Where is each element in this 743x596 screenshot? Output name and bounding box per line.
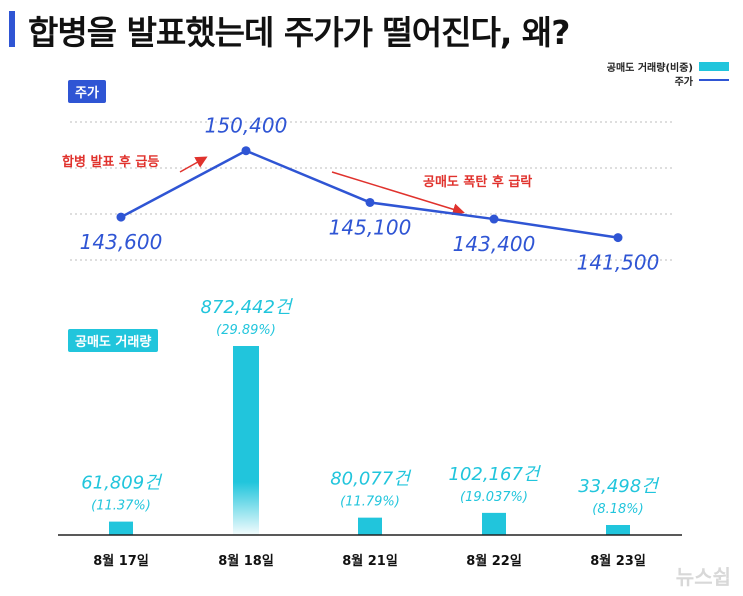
volume-value-label-1: 872,442건 xyxy=(201,297,294,318)
annotation-rise-arrow xyxy=(179,156,208,173)
annotation-fall-text: 공매도 폭탄 후 급락 xyxy=(423,174,532,190)
volume-bar-4 xyxy=(606,525,630,535)
legend-price-label: 주가 xyxy=(674,76,693,88)
x-tick-label-3: 8월 22일 xyxy=(466,553,522,569)
volume-value-label-2: 80,077건 xyxy=(330,469,412,490)
price-point-1 xyxy=(241,146,251,156)
x-tick-label-1: 8월 18일 xyxy=(218,553,274,569)
volume-share-label-3: (19.037%) xyxy=(460,490,528,505)
watermark-logo: 뉴스쉽 xyxy=(675,565,731,589)
volume-share-label-0: (11.37%) xyxy=(91,499,151,514)
volume-share-label-1: (29.89%) xyxy=(216,323,276,338)
legend-price-swatch xyxy=(699,79,729,81)
legend-volume-label: 공매도 거래량(비중) xyxy=(606,62,693,74)
title-accent-bar xyxy=(9,11,15,47)
volume-share-label-2: (11.79%) xyxy=(340,495,400,510)
price-value-label-4: 141,500 xyxy=(577,251,660,275)
legend-item-volume: 공매도 거래량(비중) xyxy=(606,59,729,74)
volume-value-label-4: 33,498건 xyxy=(578,476,660,497)
volume-bar-1 xyxy=(233,346,259,535)
x-tick-label-2: 8월 21일 xyxy=(342,553,398,569)
price-point-0 xyxy=(116,212,126,222)
annotation-fall-arrow xyxy=(331,171,465,216)
price-value-label-2: 145,100 xyxy=(329,215,412,239)
volume-bar-2 xyxy=(358,517,382,535)
annotation-rise-text: 합병 발표 후 급등 xyxy=(62,154,159,170)
price-value-label-1: 150,400 xyxy=(205,114,288,138)
price-point-3 xyxy=(489,214,499,224)
price-section-badge: 주가 xyxy=(68,80,106,103)
x-tick-label-0: 8월 17일 xyxy=(93,553,149,569)
price-point-2 xyxy=(365,197,375,207)
volume-bar-0 xyxy=(109,521,133,535)
volume-share-label-4: (8.18%) xyxy=(592,502,643,517)
page-title: 합병을 발표했는데 주가가 떨어진다, 왜? xyxy=(28,13,570,52)
x-tick-label-4: 8월 23일 xyxy=(590,553,646,569)
price-value-label-3: 143,400 xyxy=(453,232,536,256)
volume-bar-3 xyxy=(482,512,506,535)
legend-item-price: 주가 xyxy=(607,73,729,88)
volume-section-badge: 공매도 거래량 xyxy=(68,329,159,352)
legend: 공매도 거래량(비중) 주가 xyxy=(606,59,729,88)
price-value-label-0: 143,600 xyxy=(80,230,163,254)
volume-value-label-0: 61,809건 xyxy=(81,473,163,494)
legend-volume-swatch xyxy=(699,61,729,71)
volume-value-label-3: 102,167건 xyxy=(449,464,542,485)
price-point-4 xyxy=(613,233,623,243)
